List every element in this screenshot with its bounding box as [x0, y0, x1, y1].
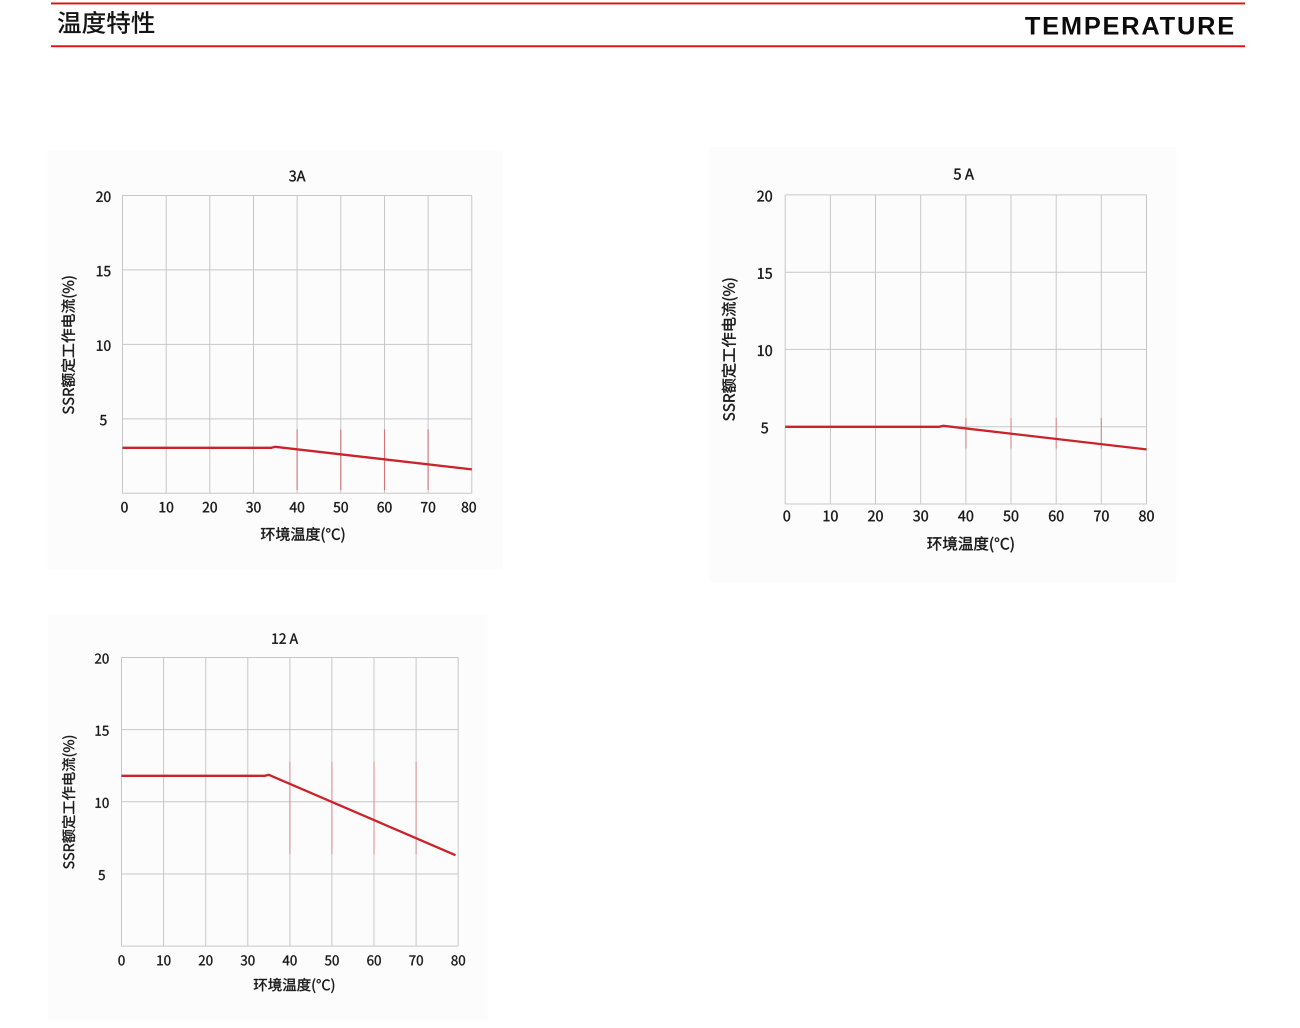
svg-text:TEMPERATURE: TEMPERATURE [1025, 13, 1236, 41]
